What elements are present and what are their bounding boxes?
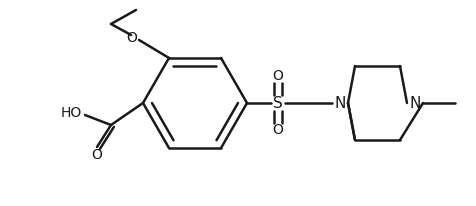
Text: O: O xyxy=(272,69,283,83)
Text: N: N xyxy=(334,96,345,110)
Text: O: O xyxy=(91,148,102,162)
Text: S: S xyxy=(273,96,282,110)
Text: O: O xyxy=(272,123,283,137)
Text: HO: HO xyxy=(60,106,81,120)
Text: N: N xyxy=(408,96,420,110)
Text: O: O xyxy=(126,31,137,45)
